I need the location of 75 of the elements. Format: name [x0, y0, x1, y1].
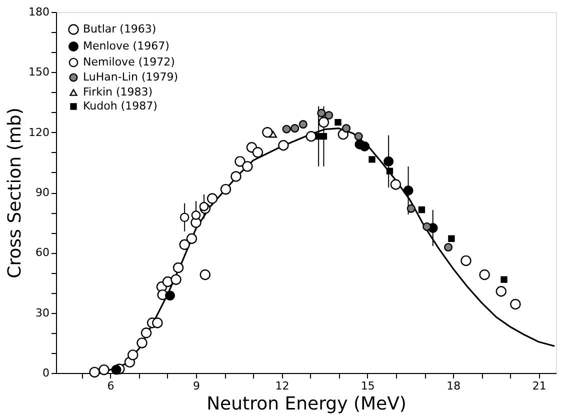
x-tick-label: 21 [532, 380, 546, 392]
point [269, 130, 277, 138]
point [230, 171, 242, 182]
x-tick-label: 15 [360, 380, 375, 392]
point [406, 204, 416, 213]
point [179, 239, 190, 250]
point [479, 269, 490, 280]
legend-label: Menlove (1967) [83, 40, 170, 52]
point [140, 328, 152, 338]
point [200, 269, 210, 280]
point [162, 276, 174, 288]
legend-label: Kudoh (1987) [83, 100, 158, 112]
y-tick-label: 120 [28, 126, 50, 139]
point [172, 262, 184, 274]
y-tick-label: 150 [28, 66, 50, 79]
legend-label: Butlar (1963) [83, 22, 156, 36]
point [386, 168, 394, 174]
point [98, 364, 110, 376]
point [418, 206, 426, 214]
point [152, 318, 163, 328]
point [262, 127, 273, 138]
point [278, 140, 289, 151]
point [403, 185, 414, 196]
x-tick-label: 9 [193, 380, 200, 392]
y-tick-label: 0 [42, 366, 50, 380]
point [360, 141, 370, 152]
point [460, 255, 472, 266]
point [290, 124, 300, 133]
point [384, 156, 394, 166]
y-tick-label: 30 [36, 306, 50, 320]
point [448, 235, 455, 242]
legend-label: Nemilove (1972) [83, 56, 175, 68]
point [298, 120, 308, 129]
point [334, 118, 342, 126]
y-tick-label: 180 [28, 6, 50, 18]
point [191, 210, 201, 220]
point [170, 274, 182, 285]
point [89, 366, 100, 378]
point [242, 161, 253, 172]
point [342, 124, 351, 133]
point [180, 212, 190, 222]
point [306, 131, 316, 142]
point [354, 132, 363, 141]
point [164, 290, 176, 301]
x-tick-label: 18 [446, 380, 461, 392]
legend-label: Firkin (1983) [83, 86, 153, 98]
point [111, 364, 122, 375]
x-tick-label: 6 [107, 380, 114, 392]
point [190, 217, 202, 228]
point [252, 147, 264, 158]
point [390, 179, 402, 190]
point [206, 193, 218, 204]
x-tick-label: 12 [275, 380, 290, 392]
point [282, 124, 291, 134]
point [320, 133, 328, 140]
y-tick-label: 90 [36, 186, 50, 199]
y-axis-title: Cross Section (mb) [4, 108, 26, 278]
point [368, 156, 376, 163]
point [500, 276, 508, 283]
point [496, 286, 506, 297]
point [317, 108, 326, 118]
point [220, 184, 232, 195]
point [186, 233, 198, 244]
point [422, 222, 432, 231]
y-tick-label: 60 [36, 246, 50, 260]
point [510, 298, 521, 310]
point [199, 202, 209, 212]
x-axis-title: Neutron Energy (MeV) [206, 394, 406, 414]
legend-label: LuHan-Lin (1979) [83, 70, 178, 84]
point [444, 242, 453, 252]
point [234, 156, 246, 167]
point [136, 338, 148, 348]
point [324, 111, 334, 120]
point [318, 116, 330, 128]
point [128, 350, 138, 360]
